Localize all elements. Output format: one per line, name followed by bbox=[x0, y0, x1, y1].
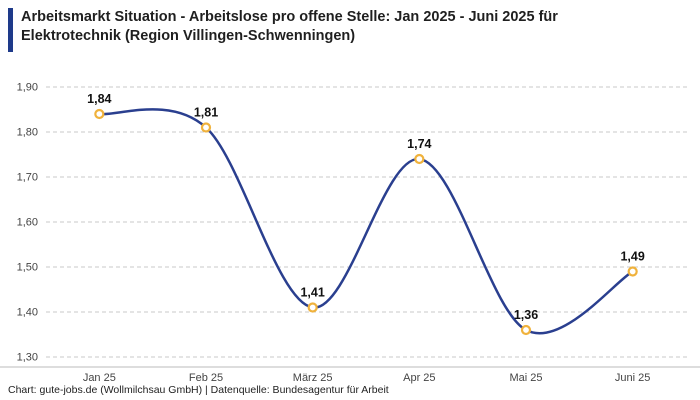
chart-title-line2: Elektrotechnik (Region Villingen-Schwenn… bbox=[21, 27, 356, 44]
data-point-label: 1,41 bbox=[300, 286, 324, 300]
data-point-label: 1,74 bbox=[407, 137, 431, 151]
data-point-label: 1,36 bbox=[514, 308, 538, 322]
data-point-label: 1,84 bbox=[87, 92, 111, 106]
data-point-label: 1,49 bbox=[620, 250, 644, 264]
chart-header: Arbeitsmarkt Situation - Arbeitslose pro… bbox=[0, 0, 700, 52]
data-point-marker bbox=[414, 153, 425, 165]
ytick-label: 1,90 bbox=[17, 82, 38, 94]
xtick-label: Jan 25 bbox=[83, 372, 116, 384]
xtick-label: März 25 bbox=[293, 372, 333, 384]
data-point-marker bbox=[520, 324, 532, 336]
data-point-marker bbox=[94, 108, 105, 120]
ytick-label: 1,40 bbox=[17, 307, 38, 319]
xtick-label: Feb 25 bbox=[189, 372, 223, 384]
title-accent-bar bbox=[8, 8, 13, 52]
chart-footer-credit: Chart: gute-jobs.de (Wollmilchsau GmbH) … bbox=[8, 384, 389, 396]
ytick-label: 1,50 bbox=[17, 262, 38, 274]
ytick-label: 1,80 bbox=[17, 127, 38, 139]
data-point-marker bbox=[200, 122, 212, 133]
data-point-marker bbox=[627, 266, 638, 277]
chart-title: Arbeitsmarkt Situation - Arbeitslose pro… bbox=[21, 8, 558, 52]
xtick-label: Mai 25 bbox=[509, 372, 542, 384]
chart-area: 1,30 1,40 1,50 1,60 1,70 1,80 1,90 Jan 25 Feb 25… bbox=[0, 54, 700, 384]
data-point-label: 1,81 bbox=[194, 106, 218, 120]
ytick-label: 1,30 bbox=[17, 352, 38, 364]
xtick-label: Apr 25 bbox=[403, 372, 435, 384]
line-chart-svg: 1,30 1,40 1,50 1,60 1,70 1,80 1,90 Jan 25 Feb 25… bbox=[0, 82, 700, 384]
series-line bbox=[98, 108, 634, 335]
chart-title-line1: Arbeitsmarkt Situation - Arbeitslose pro… bbox=[21, 9, 558, 25]
ytick-label: 1,70 bbox=[17, 172, 38, 184]
ytick-label: 1,60 bbox=[17, 217, 38, 229]
data-point-marker bbox=[307, 302, 318, 313]
xtick-label: Juni 25 bbox=[615, 372, 650, 384]
